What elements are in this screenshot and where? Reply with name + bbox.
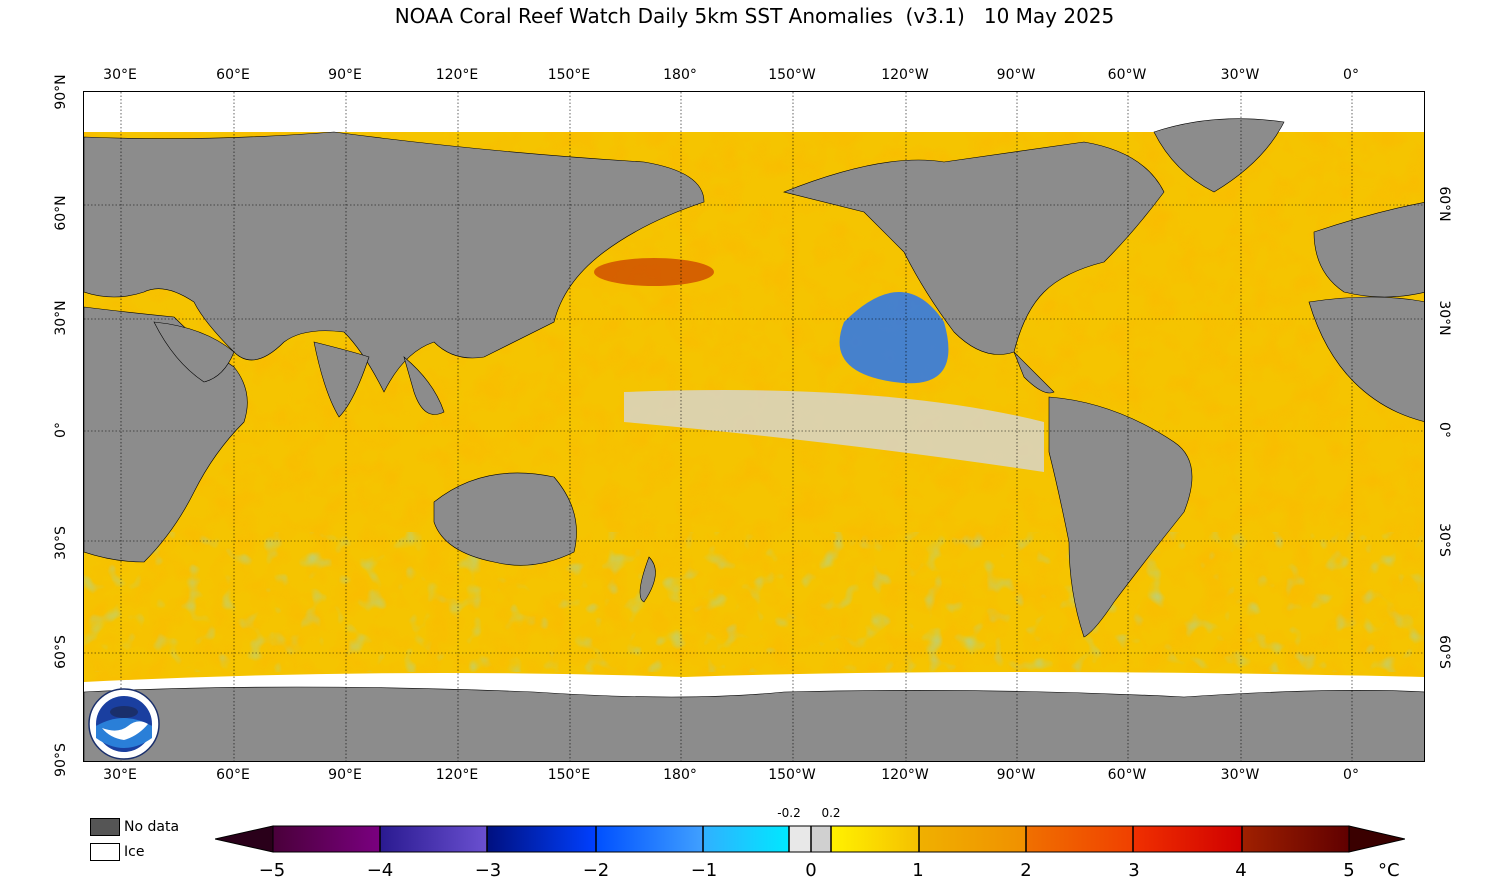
- land-australia: [433, 472, 577, 566]
- lon-tick-bottom: 60°E: [216, 767, 250, 783]
- lat-tick-right: 60°S: [1436, 635, 1452, 669]
- cb-seg-m3: [487, 826, 596, 852]
- legend-ice: Ice: [90, 842, 144, 862]
- cb-seg-m1: [703, 826, 789, 852]
- colorbar-tick-label: 3: [1128, 860, 1140, 881]
- lon-tick-bottom: 150°W: [768, 767, 816, 783]
- colorbar-tick-label: −2: [582, 860, 610, 881]
- colorbar-tick-label: 1: [912, 860, 924, 881]
- cb-seg-p2: [1026, 826, 1133, 852]
- cb-extend-low: [215, 825, 274, 853]
- lat-tick-right: 0°: [1436, 422, 1452, 438]
- land-new-zealand: [639, 556, 656, 603]
- colorbar-unit: °C: [1378, 860, 1400, 881]
- lon-tick-top: 150°E: [547, 67, 591, 83]
- lon-tick-top: 90°W: [996, 67, 1036, 83]
- land-europe: [1313, 202, 1424, 298]
- cool-anomaly-texture: [84, 532, 1424, 672]
- lat-tick-left: 0°: [53, 422, 69, 438]
- land-antarctica: [84, 686, 1424, 761]
- legend-no-data: No data: [90, 817, 179, 837]
- cb-minor-label-pos: 0.2: [821, 806, 841, 820]
- colorbar-tick-label: 0: [805, 860, 817, 881]
- land-arabia: [153, 321, 235, 383]
- lon-tick-top: 0°: [1343, 67, 1359, 83]
- land-greenland: [1153, 118, 1285, 193]
- page-title: NOAA Coral Reef Watch Daily 5km SST Anom…: [394, 4, 1115, 28]
- lon-tick-top: 90°E: [328, 67, 362, 83]
- lat-tick-left: 90°S: [53, 743, 69, 777]
- lon-tick-bottom: 90°E: [328, 767, 362, 783]
- lat-tick-left: 60°S: [53, 635, 69, 669]
- ice-label: Ice: [124, 844, 145, 860]
- noaa-logo: [88, 688, 160, 760]
- lat-tick-left: 90°N: [53, 74, 69, 110]
- cb-extend-high: [1348, 825, 1405, 853]
- lon-tick-bottom: 0°: [1343, 767, 1359, 783]
- cb-seg-p3: [1133, 826, 1242, 852]
- lat-tick-left: 30°S: [53, 526, 69, 560]
- ice-swatch: [90, 843, 120, 861]
- lat-tick-right: 60°N: [1436, 186, 1452, 222]
- colorbar-tick-label: −5: [258, 860, 286, 881]
- lon-tick-top: 60°W: [1107, 67, 1147, 83]
- colorbar-tick-label: −1: [690, 860, 718, 881]
- cb-dividers: [379, 826, 1243, 852]
- colorbar-tick-label: 5: [1343, 860, 1355, 881]
- lon-tick-top: 60°E: [216, 67, 250, 83]
- lon-tick-top: 150°W: [768, 67, 816, 83]
- lon-tick-bottom: 150°E: [547, 767, 591, 783]
- colorbar-tick-label: 2: [1020, 860, 1032, 881]
- no-data-swatch: [90, 818, 120, 836]
- map-svg: [84, 92, 1424, 761]
- lat-tick-right: 30°N: [1436, 300, 1452, 336]
- lon-tick-top: 120°E: [435, 67, 479, 83]
- lat-tick-left: 60°N: [53, 195, 69, 231]
- cb-seg-p0: [831, 826, 919, 852]
- cb-seg-m2: [596, 826, 703, 852]
- land-south-america: [1048, 396, 1193, 638]
- land-north-america: [783, 141, 1165, 355]
- colorbar-tick-label: 4: [1235, 860, 1247, 881]
- no-data-label: No data: [124, 819, 180, 835]
- cb-seg-m4: [380, 826, 487, 852]
- land-india: [313, 341, 370, 418]
- warm-anomaly-nw-pacific: [594, 258, 714, 286]
- lon-tick-bottom: 30°W: [1220, 767, 1260, 783]
- lon-tick-bottom: 90°W: [996, 767, 1036, 783]
- lon-tick-top: 120°W: [881, 67, 929, 83]
- colorbar: [215, 825, 1405, 853]
- cb-seg-m5: [273, 826, 380, 852]
- land-masses: [84, 118, 1424, 761]
- lon-tick-bottom: 30°E: [103, 767, 137, 783]
- cold-anomaly-ne-pacific: [839, 292, 949, 384]
- land-central-america: [1013, 351, 1055, 394]
- cb-seg-neutral-right: [811, 826, 831, 852]
- lon-tick-bottom: 120°E: [435, 767, 479, 783]
- land-se-asia: [403, 356, 445, 415]
- cb-minor-label-neg: -0.2: [777, 806, 801, 820]
- land-west-africa: [1308, 296, 1424, 422]
- lon-tick-top: 30°W: [1220, 67, 1260, 83]
- colorbar-tick-label: −3: [474, 860, 502, 881]
- lon-tick-bottom: 120°W: [881, 767, 929, 783]
- lon-tick-top: 30°E: [103, 67, 137, 83]
- lon-tick-bottom: 60°W: [1107, 767, 1147, 783]
- lat-tick-left: 30°N: [53, 300, 69, 336]
- cb-seg-neutral-left: [789, 826, 811, 852]
- lat-tick-right: 30°S: [1436, 523, 1452, 557]
- sst-anomaly-map: [83, 91, 1425, 762]
- land-eurasia: [84, 131, 705, 393]
- cb-seg-p4: [1242, 826, 1349, 852]
- lon-tick-bottom: 180°: [663, 767, 697, 783]
- lon-tick-top: 180°: [663, 67, 697, 83]
- cb-seg-p1: [919, 826, 1026, 852]
- colorbar-tick-label: −4: [366, 860, 394, 881]
